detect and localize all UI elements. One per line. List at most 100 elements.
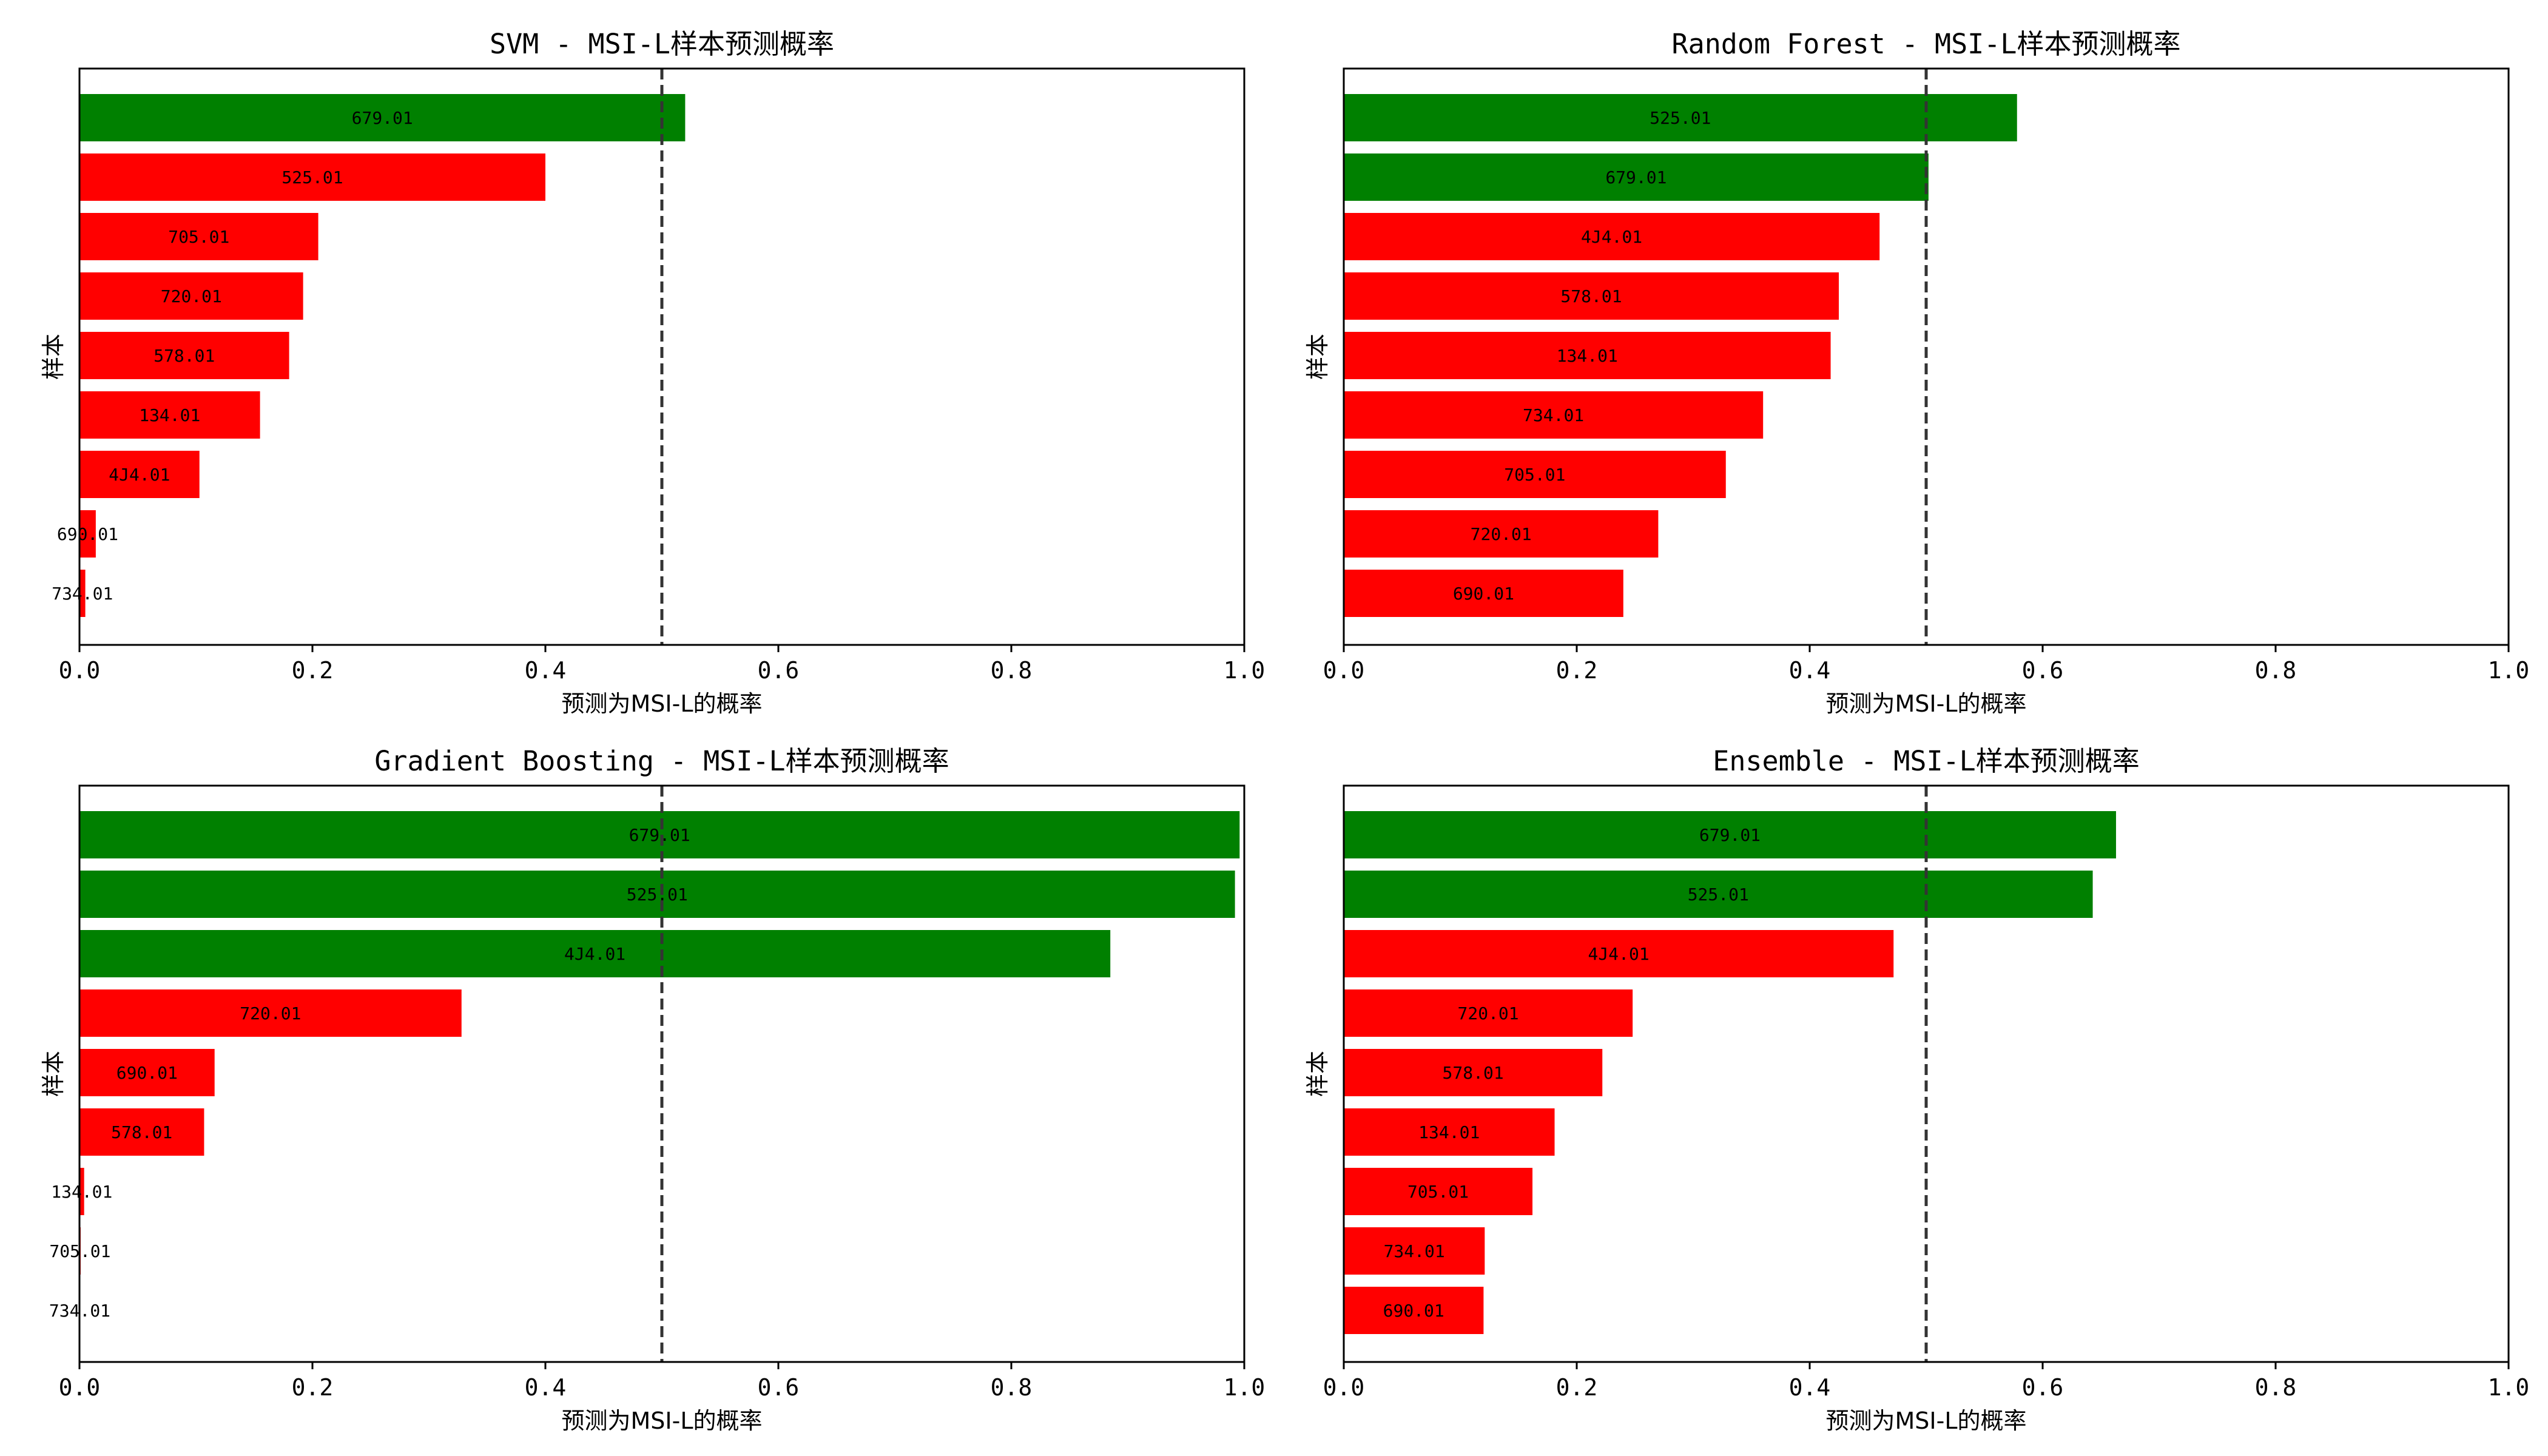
bar-label: 525.01 xyxy=(1688,885,1749,905)
bar xyxy=(79,94,686,141)
bar-label: 578.01 xyxy=(111,1122,172,1142)
x-tick-label: 1.0 xyxy=(1224,1374,1266,1401)
y-axis-label: 样本 xyxy=(1304,1051,1331,1097)
x-tick-label: 0.4 xyxy=(1789,1374,1831,1401)
chart-title: SVM - MSI-L样本预测概率 xyxy=(490,28,834,60)
bar xyxy=(1344,1049,1603,1096)
bar xyxy=(1344,94,2017,141)
bar-label: 734.01 xyxy=(52,584,113,604)
bar xyxy=(79,332,289,379)
bar-label: 679.01 xyxy=(1699,825,1761,845)
x-tick-label: 0.6 xyxy=(2022,657,2064,684)
bar xyxy=(79,272,303,320)
bar xyxy=(1344,570,1623,617)
bar xyxy=(1344,332,1831,379)
x-tick-label: 0.8 xyxy=(991,1374,1033,1401)
x-axis-label: 预测为MSI-L的概率 xyxy=(1826,1407,2027,1434)
bar xyxy=(79,1108,204,1156)
x-tick-label: 1.0 xyxy=(2488,657,2530,684)
bar xyxy=(1344,391,1764,439)
bar-label: 525.01 xyxy=(1650,108,1711,128)
bar-label: 578.01 xyxy=(1560,286,1622,306)
x-tick-label: 0.8 xyxy=(2255,1374,2297,1401)
bar-label: 705.01 xyxy=(1407,1182,1469,1202)
bar xyxy=(1344,930,1894,977)
bar xyxy=(1344,510,1659,558)
bar-label: 705.01 xyxy=(168,227,229,247)
bar-label: 525.01 xyxy=(281,167,343,187)
x-tick-label: 0.4 xyxy=(525,1374,567,1401)
x-tick-label: 0.6 xyxy=(758,657,800,684)
bar-label: 690.01 xyxy=(1453,584,1514,604)
chart-panel-2: Random Forest - MSI-L样本预测概率 525.01 679.01 4… xyxy=(1304,28,2529,717)
bar xyxy=(1344,1168,1533,1215)
bar-label: 690.01 xyxy=(57,524,118,544)
x-tick-label: 0.4 xyxy=(525,657,567,684)
x-tick-label: 0.6 xyxy=(758,1374,800,1401)
x-axis-label: 预测为MSI-L的概率 xyxy=(562,1407,763,1434)
bar xyxy=(79,989,462,1037)
bar-label: 720.01 xyxy=(1458,1003,1519,1023)
bar xyxy=(1344,1227,1485,1275)
bar xyxy=(1344,1108,1555,1156)
bar xyxy=(79,1049,215,1096)
bar xyxy=(1344,1287,1484,1334)
x-tick-label: 0.2 xyxy=(292,657,334,684)
y-axis-label: 样本 xyxy=(40,334,67,380)
x-tick-label: 0.0 xyxy=(59,1374,101,1401)
bar-label: 734.01 xyxy=(1523,405,1584,425)
bar xyxy=(79,871,1235,918)
chart-title: Ensemble - MSI-L样本预测概率 xyxy=(1713,745,2139,777)
bar xyxy=(1344,871,2093,918)
x-tick-label: 0.0 xyxy=(59,657,101,684)
x-tick-label: 0.0 xyxy=(1323,657,1365,684)
bar-label: 134.01 xyxy=(139,405,200,425)
x-axis-label: 预测为MSI-L的概率 xyxy=(1826,690,2027,717)
bar-label: 679.01 xyxy=(629,825,690,845)
x-tick-label: 0.2 xyxy=(1556,657,1598,684)
bar xyxy=(1344,153,1929,201)
axes-frame xyxy=(1343,784,2510,1363)
bar-label: 690.01 xyxy=(1383,1301,1444,1321)
chart-panel-4: Ensemble - MSI-L样本预测概率 679.01 525.01 4J4.01… xyxy=(1304,745,2529,1434)
bar xyxy=(79,570,86,617)
bar xyxy=(79,930,1111,977)
bar-label: 720.01 xyxy=(1471,524,1532,544)
bar-label: 679.01 xyxy=(1605,167,1667,187)
bar-label: 578.01 xyxy=(1443,1063,1504,1083)
x-tick-label: 0.0 xyxy=(1323,1374,1365,1401)
bar xyxy=(1344,451,1726,498)
bar xyxy=(1344,811,2116,858)
bar xyxy=(1344,989,1633,1037)
bar-label: 4J4.01 xyxy=(1581,227,1642,247)
bar-label: 4J4.01 xyxy=(1588,944,1650,964)
bar xyxy=(79,451,200,498)
chart-title: Gradient Boosting - MSI-L样本预测概率 xyxy=(374,745,949,777)
bar xyxy=(79,510,96,558)
bar-label: 705.01 xyxy=(1504,465,1565,485)
bar-label: 134.01 xyxy=(51,1182,112,1202)
bar-label: 134.01 xyxy=(1557,346,1618,366)
bar xyxy=(1344,272,1839,320)
bar-label: 734.01 xyxy=(1384,1241,1445,1261)
bar-label: 4J4.01 xyxy=(109,465,170,485)
bar xyxy=(79,391,260,439)
bar-label: 4J4.01 xyxy=(564,944,625,964)
bar-label: 720.01 xyxy=(161,286,222,306)
x-tick-label: 0.2 xyxy=(1556,1374,1598,1401)
bar-label: 578.01 xyxy=(153,346,215,366)
x-tick-label: 1.0 xyxy=(1224,657,1266,684)
x-tick-label: 0.8 xyxy=(991,657,1033,684)
bar-label: 720.01 xyxy=(240,1003,301,1023)
x-tick-label: 0.2 xyxy=(292,1374,334,1401)
bar xyxy=(79,213,318,260)
y-axis-label: 样本 xyxy=(40,1051,67,1097)
bar xyxy=(1344,213,1880,260)
bar xyxy=(79,153,545,201)
y-axis-label: 样本 xyxy=(1304,334,1331,380)
bar-label: 679.01 xyxy=(352,108,413,128)
bar-label: 690.01 xyxy=(116,1063,178,1083)
bar-label: 525.01 xyxy=(627,885,688,905)
x-axis-label: 预测为MSI-L的概率 xyxy=(562,690,763,717)
